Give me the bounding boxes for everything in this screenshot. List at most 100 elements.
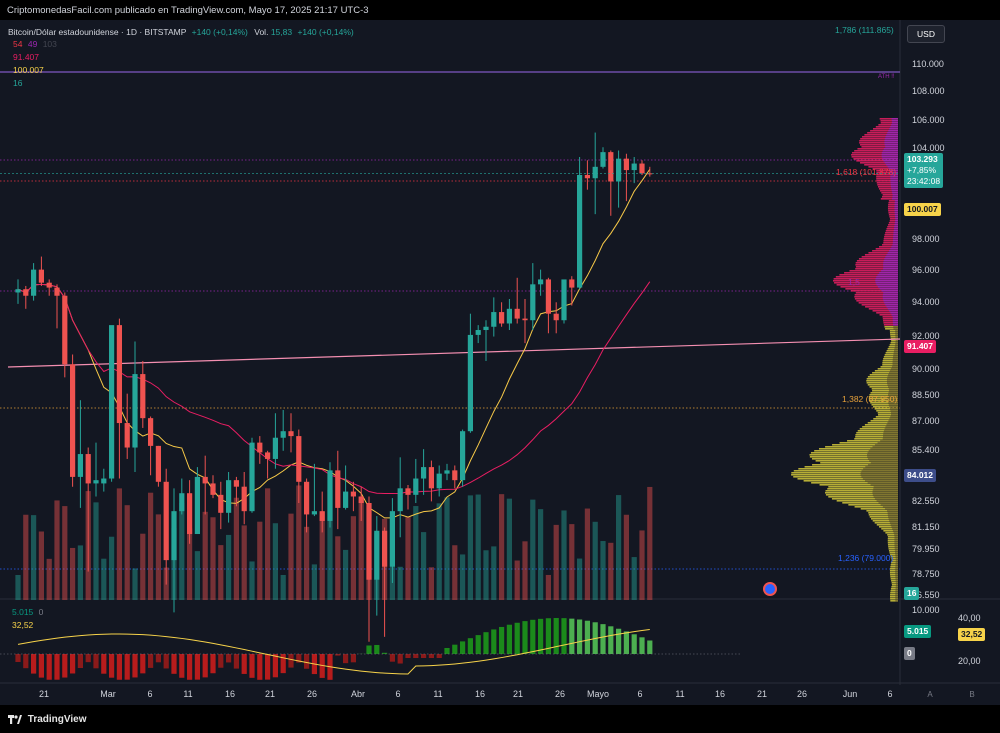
candle-body (530, 284, 536, 321)
volume-bar (553, 524, 559, 600)
volume-profile-bar (874, 408, 898, 410)
currency-button[interactable]: USD (907, 25, 945, 43)
axis-mode-button[interactable]: B (969, 690, 974, 699)
volume-bar (311, 564, 317, 600)
volume-profile-inner (889, 520, 898, 522)
osc-bar (506, 624, 512, 654)
volume-profile-inner (895, 552, 898, 554)
osc-bar (389, 654, 395, 662)
volume-profile-inner (891, 314, 898, 316)
volume-profile-bar (860, 162, 898, 164)
volume-bar (132, 568, 138, 600)
volume-profile-bar (872, 310, 898, 312)
volume-bar (584, 508, 590, 600)
volume-profile-bar (860, 138, 898, 140)
price-axis-label: 78.750 (912, 569, 940, 579)
volume-profile-inner (894, 206, 898, 208)
volume-profile-inner (894, 208, 898, 210)
volume-bar (327, 489, 333, 600)
volume-profile-bar (876, 524, 898, 526)
volume-profile-inner (870, 484, 898, 486)
volume-profile-inner (889, 168, 898, 170)
osc-bar (467, 638, 473, 654)
volume-profile-inner (894, 214, 898, 216)
volume-profile-inner (882, 296, 898, 298)
volume-profile-bar (853, 158, 898, 160)
volume-profile-inner (892, 318, 898, 320)
volume-bar (77, 545, 83, 600)
osc-bar (46, 654, 52, 680)
candle-body (577, 174, 583, 288)
volume-profile-inner (879, 272, 898, 274)
volume-profile-inner (894, 544, 898, 546)
fib-label-1236: 1,236 (79.000) (838, 553, 894, 563)
volume-profile-inner (881, 156, 898, 158)
volume-profile-inner (895, 558, 898, 560)
volume-profile-bar (888, 214, 898, 216)
volume-bar (499, 494, 505, 600)
fib-label-1382: 1,382 (87.950) (842, 394, 898, 404)
osc-bar (545, 618, 551, 654)
volume-bar (319, 511, 325, 600)
osc-bar (140, 654, 146, 674)
footer-bar: TradingView (0, 705, 1000, 733)
volume-profile-inner (895, 564, 898, 566)
volume-profile-bar (827, 488, 898, 490)
osc-axis-label: 40,00 (958, 613, 981, 623)
candle-body (265, 452, 271, 459)
volume-profile-inner (895, 570, 898, 572)
osc-bar (350, 654, 356, 663)
volume-profile-inner (867, 458, 898, 460)
volume-profile-inner (867, 464, 898, 466)
volume-bar (38, 531, 44, 600)
volume-profile-bar (888, 346, 898, 348)
volume-profile-bar (887, 540, 898, 542)
tradingview-logo[interactable]: TradingView (8, 714, 87, 725)
osc-bar (538, 618, 544, 654)
volume-bar (54, 500, 60, 600)
volume-profile-inner (893, 228, 898, 230)
candle-body (226, 480, 232, 513)
ma100-legend: 100.007 (13, 65, 44, 75)
osc-bar (561, 618, 567, 654)
volume-profile-bar (855, 266, 898, 268)
volume-profile-bar (856, 260, 898, 262)
axis-mode-button[interactable]: A (927, 690, 933, 699)
volume-profile-bar (887, 536, 898, 538)
volume-profile-inner (887, 252, 898, 254)
osc-legend: 5.015 0 (12, 607, 43, 617)
volume-profile-inner (894, 204, 898, 206)
candle-body (444, 470, 450, 474)
price-axis-label: 110.000 (912, 59, 944, 69)
top-fib-label: 1,786 (111.865) (835, 25, 894, 35)
osc-bar (202, 654, 208, 678)
volume-profile-bar (873, 128, 898, 130)
volume-profile-bar (890, 592, 898, 594)
volume-profile-bar (880, 198, 898, 200)
volume-profile-inner (884, 138, 898, 140)
symbol-change: +140 (+0,14%) (191, 27, 248, 37)
price-chart[interactable]: 110.000 108.000 106.000 104.000 98.000 96.000… (0, 20, 1000, 705)
volume-profile-inner (881, 152, 898, 154)
volume-profile-inner (895, 340, 898, 342)
volume-profile-inner (885, 426, 898, 428)
osc-bar (163, 654, 169, 669)
volume-profile-inner (895, 568, 898, 570)
volume-profile-bar (855, 268, 898, 270)
time-axis-label: 21 (265, 689, 275, 699)
volume-profile-inner (893, 236, 898, 238)
volume-profile-inner (867, 454, 898, 456)
candle-body (467, 334, 473, 432)
volume-profile-inner (870, 448, 898, 450)
volume-profile-bar (885, 532, 898, 534)
volume-profile-bar (858, 258, 898, 260)
osc-bar (335, 654, 341, 656)
volume-profile-bar (872, 372, 898, 374)
volume-profile-bar (856, 432, 898, 434)
volume-profile-bar (887, 538, 898, 540)
volume-profile-inner (894, 202, 898, 204)
osc-bar (124, 654, 130, 680)
volume-profile-bar (890, 600, 898, 602)
volume-profile-inner (895, 576, 898, 578)
osc-bar (194, 654, 200, 680)
